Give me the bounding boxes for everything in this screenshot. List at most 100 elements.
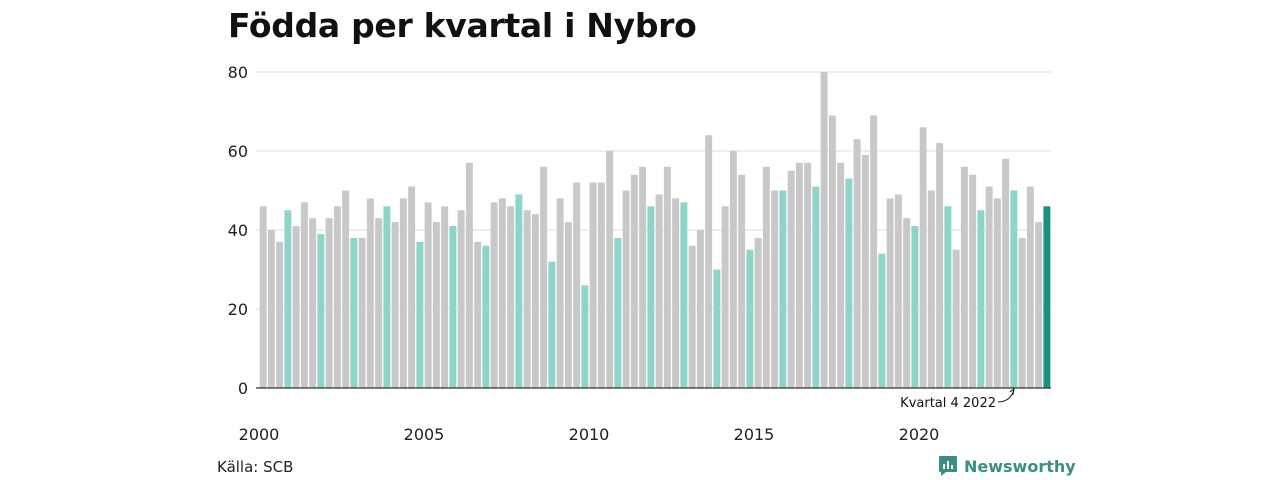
bar: [1019, 238, 1026, 388]
x-tick-label: 2010: [569, 425, 610, 444]
bar: [895, 194, 902, 388]
bar: [746, 250, 753, 388]
y-tick-label: 20: [228, 300, 248, 319]
bar: [375, 218, 382, 388]
bar: [705, 135, 712, 388]
bar: [903, 218, 910, 388]
bar: [763, 167, 770, 388]
bar: [821, 72, 828, 388]
bar: [1043, 206, 1050, 388]
bar: [590, 183, 597, 388]
bar: [854, 139, 861, 388]
bar: [812, 187, 819, 388]
bar: [606, 151, 613, 388]
bar: [697, 230, 704, 388]
bar: [804, 163, 811, 388]
newsworthy-logo-icon: [938, 455, 958, 477]
bar: [342, 191, 349, 389]
bar: [961, 167, 968, 388]
bar: [837, 163, 844, 388]
bar: [689, 246, 696, 388]
bar: [680, 202, 687, 388]
bar: [276, 242, 283, 388]
bar: [284, 210, 291, 388]
bar: [416, 242, 423, 388]
bar: [994, 198, 1001, 388]
bar: [944, 206, 951, 388]
bar: [986, 187, 993, 388]
bar: [928, 191, 935, 389]
x-tick-label: 2020: [899, 425, 940, 444]
bar: [581, 285, 588, 388]
bar: [623, 191, 630, 389]
x-tick-label: 2005: [404, 425, 445, 444]
y-tick-label: 80: [228, 63, 248, 82]
bar: [878, 254, 885, 388]
bar: [441, 206, 448, 388]
bar: [664, 167, 671, 388]
bar: [466, 163, 473, 388]
bar: [565, 222, 572, 388]
bar: [969, 175, 976, 388]
bar: [433, 222, 440, 388]
bar: [862, 155, 869, 388]
bar: [911, 226, 918, 388]
bar: [1027, 187, 1034, 388]
bar: [359, 238, 366, 388]
bar: [713, 270, 720, 389]
bar: [614, 238, 621, 388]
bar: [656, 194, 663, 388]
brand-logo: Newsworthy: [938, 455, 1076, 477]
bar: [293, 226, 300, 388]
annotation-label: Kvartal 4 2022: [900, 396, 996, 411]
bar: [845, 179, 852, 388]
bar: [647, 206, 654, 388]
bar: [350, 238, 357, 388]
bar: [482, 246, 489, 388]
bar: [1035, 222, 1042, 388]
bar: [408, 187, 415, 388]
bar: [738, 175, 745, 388]
bar: [779, 191, 786, 389]
bar: [383, 206, 390, 388]
bar: [317, 234, 324, 388]
bar: [639, 167, 646, 388]
bar: [1010, 191, 1017, 389]
bar: [573, 183, 580, 388]
bar: [499, 198, 506, 388]
bar: [515, 194, 522, 388]
bar: [334, 206, 341, 388]
bar: [474, 242, 481, 388]
bar: [1002, 159, 1009, 388]
bar: [491, 202, 498, 388]
bar: [870, 115, 877, 388]
bar: [260, 206, 267, 388]
bar: [301, 202, 308, 388]
bar: [829, 115, 836, 388]
bar: [730, 151, 737, 388]
x-tick-label: 2000: [239, 425, 280, 444]
bar: [425, 202, 432, 388]
bar: [672, 198, 679, 388]
bar: [631, 175, 638, 388]
bar: [507, 206, 514, 388]
bar: [392, 222, 399, 388]
bar: [268, 230, 275, 388]
bar: [540, 167, 547, 388]
bar: [458, 210, 465, 388]
bar: [771, 191, 778, 389]
brand-name: Newsworthy: [964, 457, 1076, 476]
bar: [524, 210, 531, 388]
bar: [936, 143, 943, 388]
bar: [796, 163, 803, 388]
bar: [400, 198, 407, 388]
source-note: Källa: SCB: [217, 458, 293, 476]
y-tick-label: 60: [228, 142, 248, 161]
bar: [788, 171, 795, 388]
x-tick-label: 2015: [734, 425, 775, 444]
bar: [548, 262, 555, 388]
bar: [367, 198, 374, 388]
annotation-group: Kvartal 4 2022: [900, 389, 1014, 411]
bar: [887, 198, 894, 388]
